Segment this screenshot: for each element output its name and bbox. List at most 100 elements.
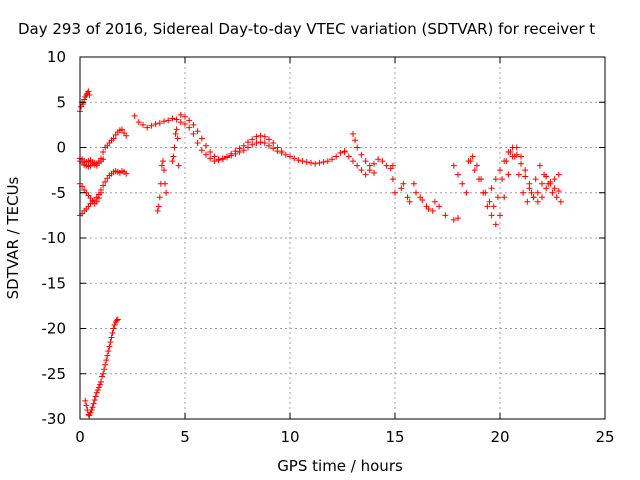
data-point	[455, 215, 461, 222]
data-point	[154, 207, 161, 214]
data-point	[436, 203, 443, 210]
data-point	[105, 348, 112, 355]
data-point	[211, 153, 218, 160]
data-point	[431, 198, 438, 205]
data-point	[482, 189, 489, 196]
data-point	[131, 112, 138, 119]
data-point	[203, 142, 209, 149]
data-point	[110, 135, 117, 142]
data-point	[144, 124, 151, 131]
axis-ticks: 0 5 10 15 20 25 -30 -25 -20 -15 -10 -5 0 5 10	[42, 48, 615, 446]
data-point	[113, 317, 120, 324]
data-point	[543, 185, 550, 192]
data-point	[93, 198, 100, 205]
data-point	[266, 142, 272, 149]
data-point	[371, 160, 377, 167]
data-point	[509, 144, 516, 151]
data-point	[518, 160, 524, 167]
data-point	[100, 149, 107, 156]
data-point	[494, 194, 501, 201]
data-point	[465, 158, 472, 165]
data-point	[352, 137, 359, 144]
data-point	[345, 153, 352, 160]
data-point	[366, 162, 373, 169]
data-point	[87, 409, 94, 416]
x-tick-label: 20	[490, 428, 509, 446]
series-spike-4h	[154, 158, 170, 214]
series-early-upper	[77, 88, 93, 115]
data-point	[161, 167, 167, 174]
series-main-trace	[131, 112, 348, 167]
data-point	[398, 185, 405, 192]
data-point	[547, 178, 554, 185]
data-point	[528, 189, 535, 196]
data-point	[350, 158, 356, 165]
data-point	[282, 151, 289, 158]
data-point	[108, 334, 115, 341]
data-point	[95, 384, 102, 391]
data-point	[375, 156, 382, 163]
data-point	[190, 121, 197, 128]
data-point	[207, 155, 214, 162]
data-point	[92, 393, 99, 400]
data-point	[362, 171, 369, 178]
data-point	[81, 96, 88, 103]
data-point	[194, 128, 201, 135]
data-point	[100, 182, 107, 189]
data-point	[171, 144, 178, 151]
data-point	[551, 185, 558, 192]
series-main-trace-b	[177, 111, 285, 163]
y-tick-label: 0	[56, 139, 66, 157]
data-point	[85, 88, 92, 95]
data-point	[270, 139, 277, 146]
data-point	[102, 361, 109, 368]
data-point	[198, 147, 205, 154]
series-low-trace	[82, 316, 121, 419]
data-point	[203, 151, 209, 158]
data-point	[190, 130, 197, 137]
data-point	[522, 173, 529, 180]
data-point	[410, 180, 417, 187]
x-tick-label: 5	[180, 428, 190, 446]
data-point	[99, 373, 106, 380]
data-point	[98, 189, 104, 196]
data-point	[501, 194, 508, 201]
series-late-a	[450, 144, 562, 228]
data-point	[219, 155, 226, 162]
data-point	[177, 111, 184, 118]
series-sparse-mid-b	[400, 180, 438, 213]
data-point	[182, 120, 188, 127]
data-point	[163, 189, 170, 196]
data-point	[100, 156, 107, 163]
data-point	[329, 156, 335, 163]
data-point	[266, 136, 272, 143]
data-point	[123, 170, 130, 177]
x-tick-label: 0	[75, 428, 85, 446]
data-point	[172, 130, 179, 137]
data-point	[103, 357, 110, 364]
y-tick-label: -20	[42, 320, 67, 338]
data-point	[165, 117, 172, 124]
data-point	[261, 133, 268, 140]
x-tick-label: 25	[595, 428, 614, 446]
data-point	[505, 149, 512, 156]
data-point	[534, 198, 541, 205]
data-point	[400, 180, 407, 187]
data-point	[82, 397, 89, 404]
data-point	[389, 162, 396, 169]
data-point	[86, 412, 93, 419]
data-point	[207, 149, 214, 156]
data-point	[499, 176, 506, 183]
data-point	[135, 119, 142, 126]
y-tick-label: -15	[42, 274, 67, 292]
data-point	[287, 153, 293, 160]
data-point	[245, 144, 251, 151]
data-point	[354, 144, 361, 151]
data-point	[341, 149, 348, 156]
data-point	[232, 148, 239, 155]
data-point	[362, 158, 369, 165]
data-point	[173, 116, 180, 123]
data-point	[534, 189, 541, 196]
data-point	[543, 173, 550, 180]
